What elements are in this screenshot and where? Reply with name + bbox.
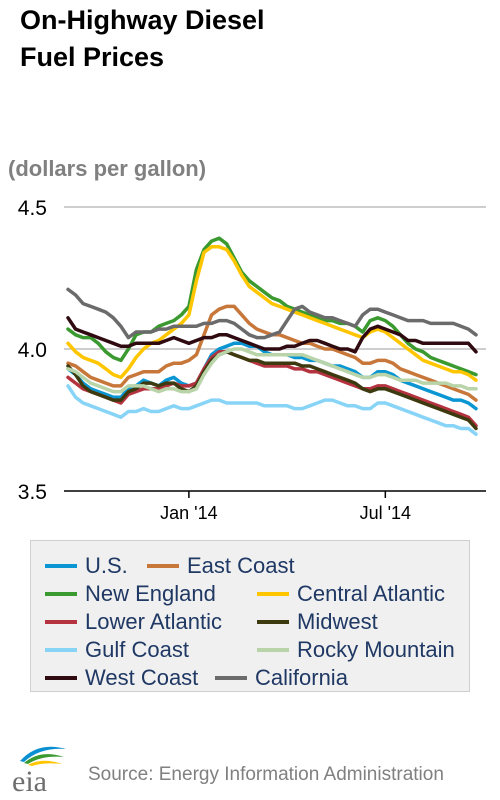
- legend-swatch: [45, 676, 77, 680]
- sun-rays-icon: [20, 746, 66, 766]
- x-axis: Jan '14 Jul '14: [160, 491, 411, 523]
- legend-item: California: [215, 665, 348, 691]
- line-chart: Jan '14 Jul '14 3.5 4.0 4.5: [18, 197, 486, 523]
- legend-swatch: [257, 592, 289, 596]
- y-axis-unit-label: (dollars per gallon): [8, 156, 207, 181]
- legend-item: Lower Atlantic: [45, 609, 222, 635]
- series-lines: [66, 236, 478, 436]
- legend-item: Midwest: [257, 609, 378, 635]
- legend-label: Gulf Coast: [85, 637, 189, 662]
- eia-logo: eia: [12, 746, 66, 795]
- legend-swatch: [147, 564, 179, 568]
- legend-swatch: [45, 648, 77, 652]
- series-line-gulf-coast: [66, 384, 478, 436]
- series-line-california: [66, 287, 478, 340]
- legend-swatch: [257, 648, 289, 652]
- x-tick-label: Jul '14: [360, 503, 411, 523]
- chart-title: On-Highway Diesel Fuel Prices: [20, 2, 265, 76]
- legend-item: Central Atlantic: [257, 581, 445, 607]
- series-line-lower-atlantic: [66, 350, 478, 428]
- legend-swatch: [45, 620, 77, 624]
- legend-label: New England: [85, 581, 216, 606]
- series-line-west-coast: [66, 316, 478, 354]
- logo-wordmark: eia: [12, 765, 47, 795]
- legend-label: Lower Atlantic: [85, 609, 222, 634]
- legend-item: Gulf Coast: [45, 637, 189, 663]
- x-tick-label: Jan '14: [160, 503, 217, 523]
- y-tick-label: 4.0: [18, 339, 47, 362]
- legend-item: U.S.: [45, 553, 128, 579]
- legend-item: East Coast: [147, 553, 295, 579]
- legend-swatch: [45, 592, 77, 596]
- legend-label: U.S.: [85, 553, 128, 578]
- legend-item: Rocky Mountain: [257, 637, 455, 663]
- legend: U.S. East Coast New England Central Atlanti…: [30, 540, 470, 692]
- legend-item: New England: [45, 581, 216, 607]
- source-note: Source: Energy Information Administratio…: [88, 764, 444, 785]
- footer: eia Source: Energy Information Administr…: [0, 735, 500, 800]
- legend-swatch: [215, 676, 247, 680]
- legend-label: California: [255, 665, 348, 690]
- legend-swatch: [45, 564, 77, 568]
- legend-label: West Coast: [85, 665, 199, 690]
- series-line-central-atlantic: [66, 245, 478, 382]
- legend-label: Midwest: [297, 609, 378, 634]
- legend-label: Central Atlantic: [297, 581, 445, 606]
- legend-label: Rocky Mountain: [297, 637, 455, 662]
- legend-swatch: [257, 620, 289, 624]
- legend-label: East Coast: [187, 553, 295, 578]
- y-tick-label: 3.5: [18, 481, 47, 504]
- series-line-midwest: [66, 350, 478, 431]
- y-axis: 3.5 4.0 4.5: [18, 197, 47, 504]
- title-line-1: On-Highway Diesel: [20, 5, 265, 35]
- series-line-new-england: [66, 236, 478, 377]
- legend-item: West Coast: [45, 665, 198, 691]
- y-tick-label: 4.5: [18, 197, 47, 220]
- title-line-2: Fuel Prices: [20, 42, 165, 72]
- series-line-rocky-mountain: [66, 347, 478, 394]
